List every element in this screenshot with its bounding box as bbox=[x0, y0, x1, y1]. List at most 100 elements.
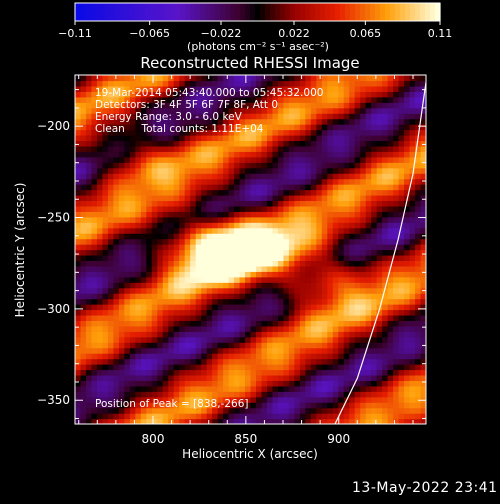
heatmap-cell bbox=[250, 129, 257, 136]
colorbar-cell bbox=[355, 3, 361, 21]
heatmap-cell bbox=[266, 167, 274, 174]
heatmap-cell bbox=[184, 140, 191, 147]
heatmap-cell bbox=[420, 85, 426, 92]
heatmap-cell bbox=[234, 369, 241, 376]
heatmap-cell bbox=[255, 364, 263, 371]
heatmap-cell bbox=[332, 244, 339, 251]
heatmap-cell bbox=[212, 113, 219, 120]
heatmap-cell bbox=[85, 124, 93, 131]
heatmap-cell bbox=[354, 380, 361, 387]
heatmap-cell bbox=[80, 227, 87, 234]
heatmap-cell bbox=[387, 380, 394, 387]
heatmap-cell bbox=[409, 347, 416, 354]
heatmap-cell bbox=[343, 124, 350, 131]
heatmap-cell bbox=[343, 342, 350, 349]
heatmap-cell bbox=[360, 200, 367, 207]
heatmap-cell bbox=[266, 96, 274, 103]
heatmap-cell bbox=[146, 298, 153, 305]
heatmap-cell bbox=[245, 413, 252, 420]
y-tick-label: −300 bbox=[37, 302, 70, 316]
heatmap-cell bbox=[85, 331, 93, 338]
colorbar-units: (photons cm⁻² s⁻¹ asec⁻²) bbox=[187, 40, 329, 53]
heatmap-cell bbox=[338, 96, 345, 103]
heatmap-cell bbox=[190, 151, 197, 158]
heatmap-cell bbox=[283, 276, 290, 283]
heatmap-cell bbox=[420, 118, 426, 125]
heatmap-cell bbox=[283, 107, 290, 114]
heatmap-cell bbox=[239, 407, 246, 414]
heatmap-cell bbox=[250, 145, 257, 152]
heatmap-cell bbox=[305, 189, 312, 196]
heatmap-cell bbox=[255, 222, 263, 229]
heatmap-cell bbox=[338, 233, 345, 240]
heatmap-cell bbox=[217, 320, 224, 327]
heatmap-cell bbox=[387, 249, 394, 256]
heatmap-cell bbox=[201, 140, 208, 147]
heatmap-cell bbox=[365, 85, 372, 92]
heatmap-cell bbox=[349, 336, 356, 343]
heatmap-cell bbox=[294, 118, 301, 125]
heatmap-cell bbox=[102, 75, 109, 82]
heatmap-cell bbox=[245, 325, 252, 332]
heatmap-cell bbox=[343, 336, 350, 343]
heatmap-cell bbox=[349, 331, 356, 338]
heatmap-cell bbox=[245, 304, 252, 311]
heatmap-cell bbox=[371, 216, 378, 223]
heatmap-cell bbox=[272, 391, 279, 398]
heatmap-cell bbox=[393, 287, 400, 294]
heatmap-cell bbox=[294, 413, 301, 420]
heatmap-cell bbox=[212, 156, 219, 163]
heatmap-cell bbox=[129, 167, 136, 174]
heatmap-cell bbox=[201, 260, 208, 267]
heatmap-cell bbox=[420, 347, 426, 354]
heatmap-cell bbox=[387, 118, 394, 125]
heatmap-cell bbox=[190, 167, 197, 174]
heatmap-cell bbox=[299, 85, 306, 92]
heatmap-cell bbox=[223, 391, 230, 398]
heatmap-cell bbox=[212, 80, 219, 87]
heatmap-cell bbox=[239, 129, 246, 136]
heatmap-cell bbox=[206, 173, 213, 180]
heatmap-cell bbox=[261, 178, 268, 185]
heatmap-cell bbox=[146, 75, 153, 82]
heatmap-cell bbox=[135, 254, 142, 262]
heatmap-cell bbox=[245, 118, 252, 125]
heatmap-cell bbox=[234, 91, 241, 98]
heatmap-cell bbox=[239, 222, 246, 229]
heatmap-cell bbox=[91, 309, 98, 316]
heatmap-cell bbox=[168, 244, 175, 251]
heatmap-cell bbox=[360, 244, 367, 251]
heatmap-cell bbox=[173, 254, 180, 262]
heatmap-cell bbox=[168, 91, 175, 98]
heatmap-cell bbox=[360, 173, 367, 180]
heatmap-cell bbox=[398, 396, 405, 403]
heatmap-cell bbox=[332, 233, 339, 240]
heatmap-cell bbox=[75, 107, 82, 114]
heatmap-cell bbox=[239, 140, 246, 147]
heatmap-cell bbox=[151, 391, 158, 398]
heatmap-cell bbox=[113, 167, 120, 174]
heatmap-cell bbox=[140, 402, 147, 409]
colorbar-cell bbox=[95, 3, 101, 21]
heatmap-cell bbox=[393, 391, 400, 398]
heatmap-cell bbox=[321, 227, 328, 234]
heatmap-cell bbox=[157, 369, 164, 376]
heatmap-cell bbox=[255, 385, 263, 392]
heatmap-cell bbox=[321, 298, 328, 305]
heatmap-cell bbox=[157, 320, 164, 327]
heatmap-cell bbox=[168, 189, 175, 196]
heatmap-cell bbox=[338, 140, 345, 147]
heatmap-cell bbox=[239, 145, 246, 152]
heatmap-cell bbox=[223, 342, 230, 349]
heatmap-cell bbox=[195, 102, 202, 109]
heatmap-cell bbox=[310, 293, 317, 300]
heatmap-cell bbox=[360, 162, 367, 169]
heatmap-cell bbox=[179, 129, 186, 136]
heatmap-cell bbox=[157, 145, 164, 152]
heatmap-cell bbox=[157, 194, 164, 202]
heatmap-cell bbox=[420, 309, 426, 316]
plot-frame bbox=[74, 74, 427, 425]
heatmap-cell bbox=[321, 118, 328, 125]
heatmap-cell bbox=[415, 353, 422, 360]
heatmap-cell bbox=[212, 173, 219, 180]
